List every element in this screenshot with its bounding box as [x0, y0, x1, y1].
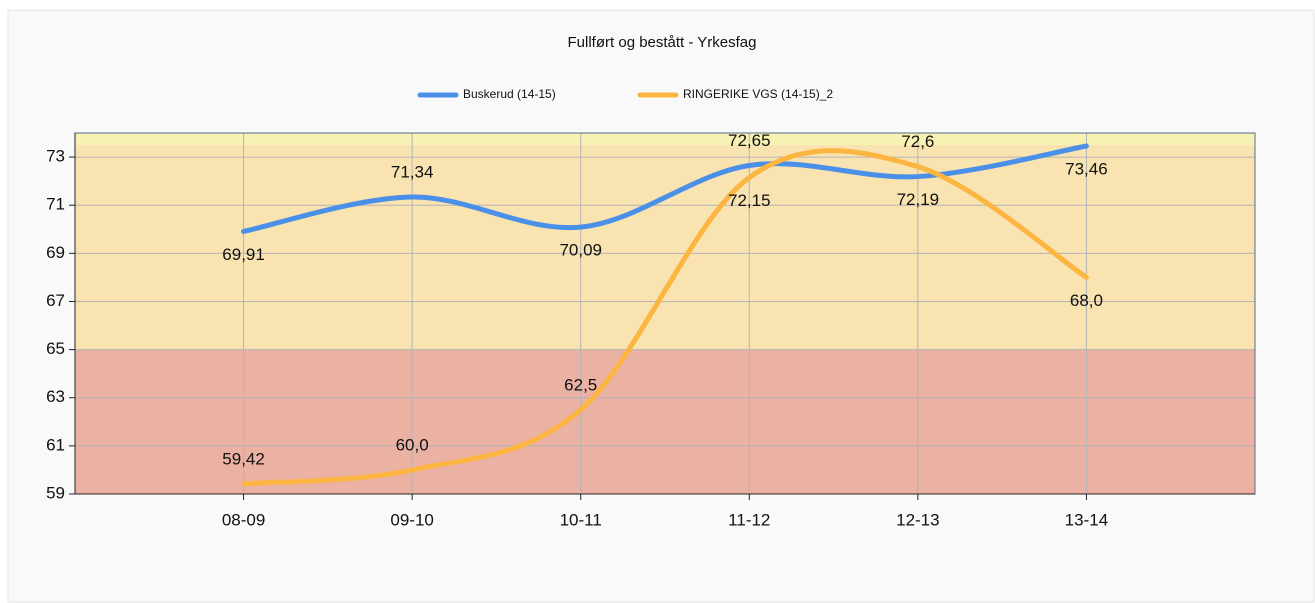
legend-label: Buskerud (14-15)	[463, 87, 556, 101]
data-label: 72,19	[897, 190, 940, 209]
x-tick-label: 11-12	[728, 510, 770, 529]
x-tick-label: 12-13	[896, 510, 939, 529]
y-tick-label: 71	[46, 195, 65, 214]
data-label: 72,6	[901, 132, 934, 151]
x-tick-label: 10-11	[560, 510, 602, 529]
y-tick-label: 61	[46, 435, 65, 454]
x-tick-label: 09-10	[390, 510, 433, 529]
data-label: 62,5	[564, 375, 597, 394]
series-line	[241, 148, 1089, 487]
y-tick-label: 59	[46, 483, 65, 502]
legend-label: RINGERIKE VGS (14-15)_2	[683, 87, 833, 101]
x-tick-label: 13-14	[1065, 510, 1108, 529]
data-label: 60,0	[396, 435, 429, 454]
y-tick-label: 65	[46, 339, 65, 358]
y-tick-label: 69	[46, 243, 65, 262]
y-tick-label: 73	[46, 147, 65, 166]
data-label: 73,46	[1065, 159, 1108, 178]
chart-title: Fullført og bestått - Yrkesfag	[568, 34, 757, 51]
data-label: 69,91	[222, 245, 265, 264]
data-label: 71,34	[391, 163, 434, 182]
data-label: 72,15	[728, 191, 771, 210]
data-label: 59,42	[222, 449, 265, 468]
y-tick-label: 67	[46, 291, 65, 310]
strip-band	[75, 349, 1255, 494]
data-label: 72,65	[728, 131, 771, 150]
strip-band	[75, 145, 1255, 350]
strip-band	[75, 133, 1255, 146]
data-label: 70,09	[559, 241, 602, 260]
y-tick-label: 63	[46, 387, 65, 406]
x-tick-label: 08-09	[222, 510, 265, 529]
data-label: 68,0	[1070, 291, 1103, 310]
